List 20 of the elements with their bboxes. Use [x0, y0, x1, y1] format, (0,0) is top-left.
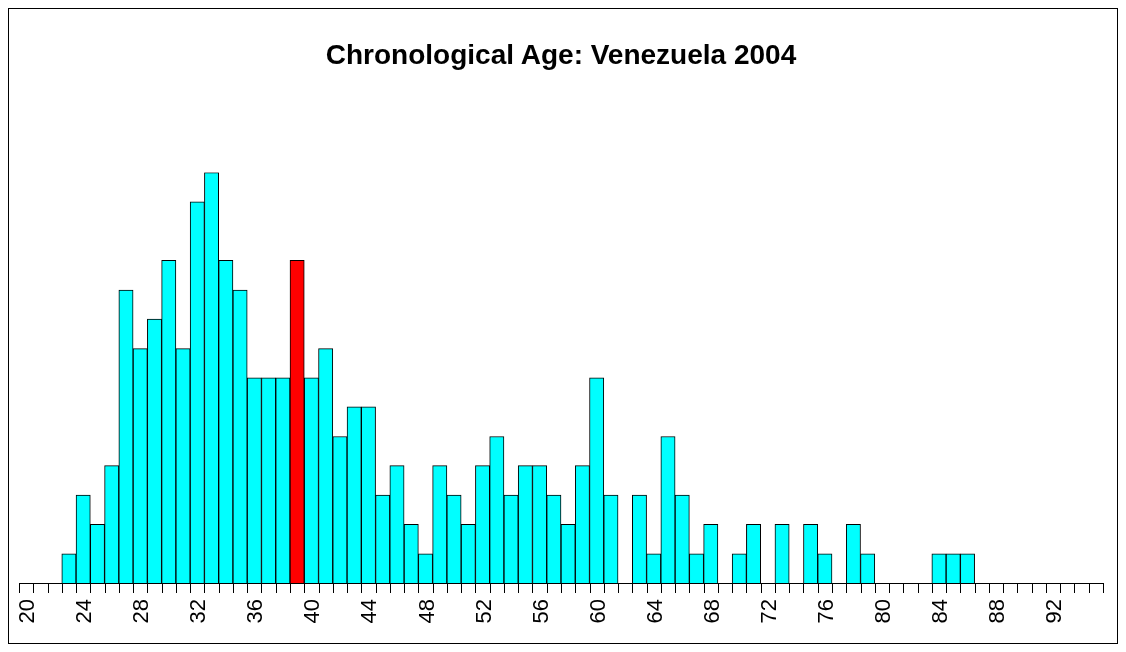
x-tick-label: 68 [698, 599, 724, 624]
x-tick-label: 52 [470, 599, 496, 624]
x-tick-label: 36 [242, 599, 268, 624]
x-tick-label: 76 [812, 599, 838, 624]
x-tick-label: 56 [527, 599, 553, 624]
x-tick-label: 40 [299, 599, 325, 624]
x-tick-label: 64 [641, 599, 667, 624]
x-tick-label: 28 [128, 599, 154, 624]
x-tick-label: 24 [71, 599, 97, 624]
chart-title: Chronological Age: Venezuela 2004 [325, 38, 797, 70]
x-tick-label: 72 [755, 599, 781, 624]
x-tick-label: 32 [185, 599, 211, 624]
x-tick-label: 88 [984, 599, 1010, 624]
x-tick-label: 84 [926, 599, 952, 624]
x-tick-label: 20 [14, 599, 40, 624]
x-tick-label: 60 [584, 599, 610, 624]
x-tick-label: 92 [1041, 599, 1067, 624]
x-tick-label: 80 [869, 599, 895, 624]
x-tick-label: 48 [413, 599, 439, 624]
x-tick-label: 44 [356, 599, 382, 624]
